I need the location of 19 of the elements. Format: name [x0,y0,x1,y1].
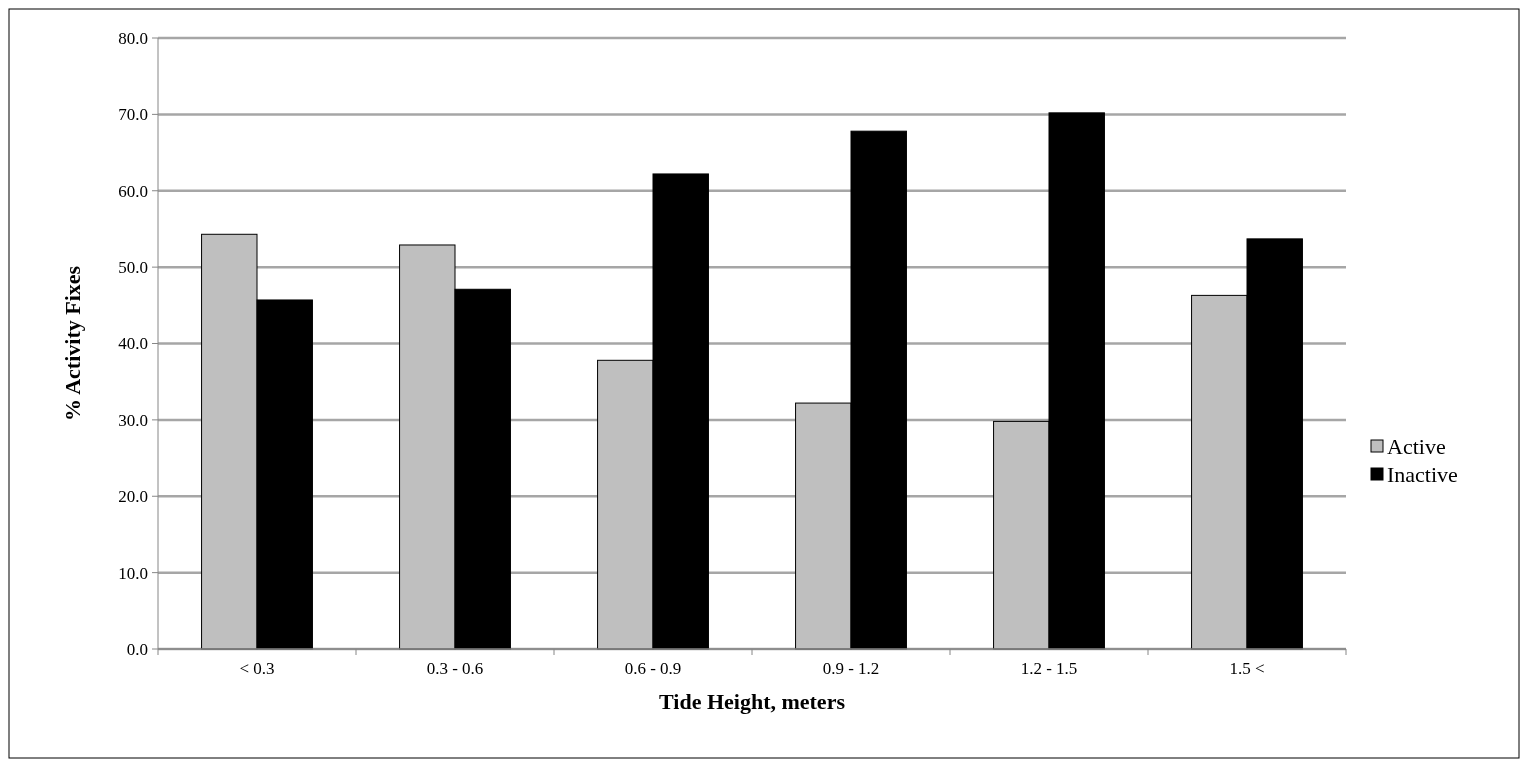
legend-label: Active [1387,433,1446,459]
x-tick-label: 1.2 - 1.5 [1020,659,1078,678]
y-tick-label: 30.0 [118,410,148,430]
y-tick-label: 40.0 [118,334,148,354]
y-tick-label: 10.0 [118,563,148,583]
y-tick-label: 50.0 [118,258,148,278]
y-tick-label: 60.0 [118,181,148,201]
x-axis-title: Tide Height, meters [659,689,846,714]
y-tick-label: 80.0 [118,28,148,48]
x-tick-label: 0.3 - 0.6 [426,659,484,678]
y-tick-label: 0.0 [126,639,148,659]
y-tick-label: 70.0 [118,105,148,125]
y-tick-label: 20.0 [118,487,148,507]
legend-label: Inactive [1387,461,1458,487]
x-tick-label: 0.9 - 1.2 [822,659,880,678]
y-axis-title: % Activity Fixes [60,265,85,422]
x-tick-label: < 0.3 [239,659,275,678]
x-tick-label: 0.6 - 0.9 [624,659,682,678]
x-tick-label: 1.5 < [1229,659,1265,678]
